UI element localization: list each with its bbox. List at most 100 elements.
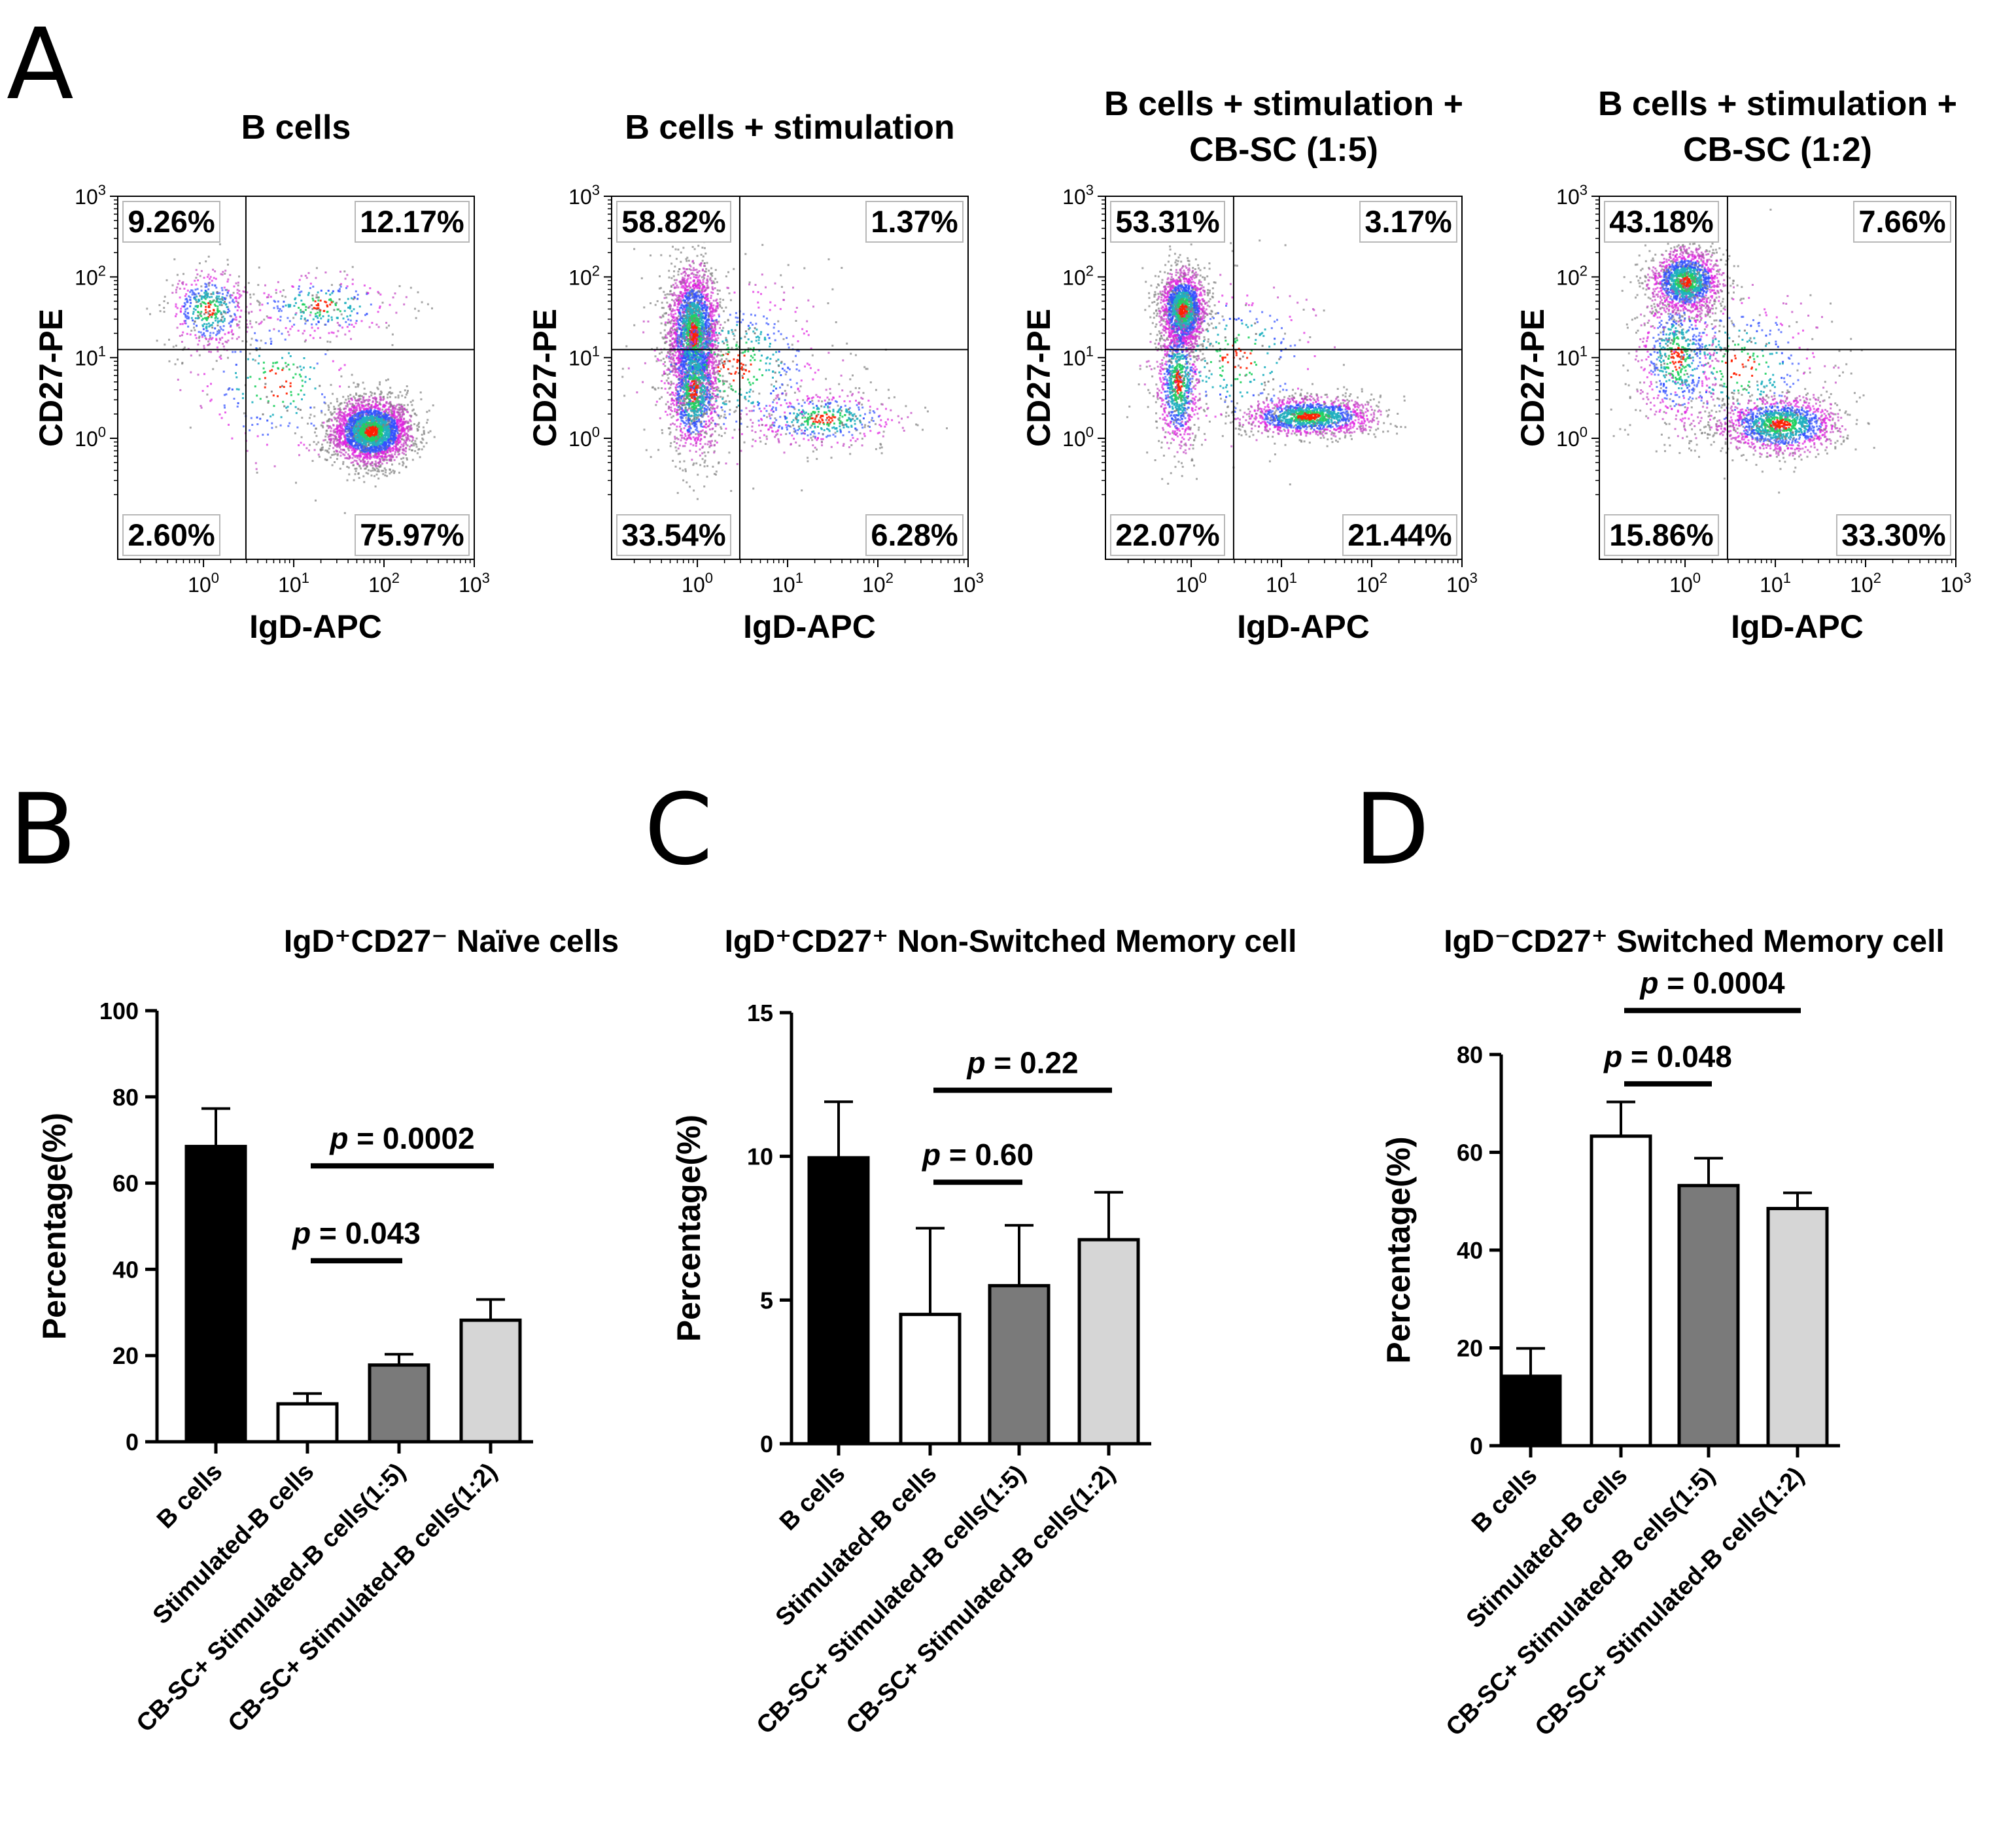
bar-chart-2: IgD⁺CD27⁺ Non-Switched Memory cell Percen…: [670, 924, 1296, 1739]
x-tick-label: 101: [772, 570, 803, 597]
x-tick-label: 100: [682, 570, 713, 597]
flow-plot-2: B cells + stimulation1001001011011021021…: [527, 109, 984, 645]
x-tick-label: 103: [459, 570, 490, 597]
bar-chart-panels: IgD⁺CD27⁻ Naïve cells Percentage(%) 0 20 40 6…: [36, 924, 1945, 1741]
quadrant-box: [1342, 514, 1457, 556]
x-axis-label: IgD-APC: [743, 608, 876, 645]
y-tick-label: 100: [75, 424, 106, 451]
chart-title: IgD⁺CD27⁺ Non-Switched Memory cell: [725, 924, 1297, 959]
axis-ticks: 100 100 101 101 102 102 103 103: [1556, 182, 1972, 597]
panel-letter-b: B: [9, 773, 77, 887]
quadrant-upper-left-pct: 58.82%: [621, 204, 725, 239]
x-tick-label: 103: [1446, 570, 1478, 597]
y-tick-label: 20: [113, 1342, 139, 1369]
plot-frame: [611, 196, 969, 560]
flow-title-line-2: CB-SC (1:5): [1189, 131, 1378, 169]
quadrant-lower-left-pct: 2.60%: [128, 517, 215, 552]
quadrant-box: [355, 514, 470, 556]
y-tick-label: 102: [1062, 262, 1094, 289]
y-tick-label: 101: [1556, 343, 1588, 370]
bar-3: [988, 1283, 1051, 1446]
quadrant-box: [355, 201, 470, 243]
y-tick-label: 5: [760, 1287, 773, 1314]
x-tick-label: 100: [188, 570, 219, 597]
x-tick-label: B cells: [1467, 1462, 1542, 1538]
x-tick-label: 100: [1175, 570, 1207, 597]
y-tick-label: 101: [1062, 343, 1094, 370]
quadrant-box: [1110, 514, 1225, 556]
y-tick-label: 60: [113, 1170, 139, 1197]
flow-plot-4: B cells + stimulation +CB-SC (1:2)100100…: [1514, 85, 1972, 645]
quadrant-box: [616, 514, 731, 556]
quadrant-box: [1853, 201, 1951, 243]
y-tick-label: 101: [75, 343, 106, 370]
p-value-label: p = 0.60: [921, 1138, 1034, 1172]
flow-events: [146, 243, 436, 514]
quadrant-lower-right-pct: 33.30%: [1841, 517, 1945, 552]
bar-chart-3: IgD⁻CD27⁺ Switched Memory cell Percentage…: [1380, 924, 1945, 1741]
quadrant-box: [1836, 514, 1951, 556]
flow-events: [1610, 209, 1875, 494]
y-tick-label: 10: [747, 1143, 773, 1170]
quadrant-box: [865, 514, 964, 556]
quadrant-box: [1110, 201, 1225, 243]
bar-2: [1590, 1134, 1652, 1448]
plot-frame: [1599, 196, 1956, 560]
y-axis-label: CD27-PE: [1020, 309, 1057, 447]
y-axis-label: Percentage(%): [1380, 1136, 1417, 1363]
quadrant-lower-right-pct: 6.28%: [871, 517, 958, 552]
panel-letter-d: D: [1354, 773, 1430, 887]
y-tick-label: 15: [747, 1000, 773, 1026]
x-tick-label: Stimulated-B cells: [1461, 1462, 1633, 1634]
quadrant-upper-left-pct: 53.31%: [1115, 204, 1219, 239]
bar-4: [1077, 1238, 1140, 1446]
y-tick-label: 103: [75, 182, 106, 209]
y-tick-label: 103: [1556, 182, 1588, 209]
quadrant-upper-right-pct: 7.66%: [1858, 204, 1945, 239]
y-tick-label: 100: [1556, 424, 1588, 451]
quadrant-lower-left-pct: 15.86%: [1609, 517, 1713, 552]
y-axis-label: CD27-PE: [527, 309, 563, 447]
y-tick-label: 0: [126, 1429, 139, 1456]
quadrant-box: [1604, 201, 1719, 243]
x-axis-label: IgD-APC: [1731, 608, 1864, 645]
quadrant-box: [1359, 201, 1457, 243]
y-tick-label: 102: [568, 262, 600, 289]
bar-4: [459, 1318, 522, 1444]
x-tick-label: 101: [1760, 570, 1791, 597]
flow-events: [1126, 239, 1406, 485]
bar-1: [807, 1156, 870, 1446]
x-axis-label: IgD-APC: [249, 608, 382, 645]
quadrant-box: [1604, 514, 1719, 556]
bar-2: [276, 1402, 339, 1444]
chart-title: IgD⁻CD27⁺ Switched Memory cell: [1444, 924, 1945, 959]
flow-plot-1: B cells 100 100 101 101 102 102 103 103 IgD-APC CD…: [33, 109, 490, 645]
y-tick-label: 100: [1062, 424, 1094, 451]
plot-frame: [1105, 196, 1463, 560]
x-tick-label: 100: [1669, 570, 1701, 597]
x-tick-label: Stimulated-B cells: [148, 1458, 320, 1630]
bar-3: [368, 1363, 430, 1444]
y-tick-label: 0: [1470, 1433, 1483, 1459]
x-tick-label: 102: [368, 570, 400, 597]
y-tick-label: 102: [75, 262, 106, 289]
flow-title: B cells + stimulation: [625, 109, 954, 147]
bar-4: [1766, 1206, 1829, 1448]
axis-ticks: 100 100 101 101 102 102 103 103: [75, 182, 490, 597]
y-tick-label: 40: [113, 1256, 139, 1283]
flow-title: B cells: [241, 109, 351, 147]
flow-title-line-2: CB-SC (1:2): [1683, 131, 1872, 169]
y-tick-label: 20: [1457, 1335, 1483, 1362]
panel-letters: A B C D: [7, 8, 1430, 887]
axis-ticks: 100 100 101 101 102 102 103 103: [568, 182, 984, 597]
bar-chart-1: IgD⁺CD27⁻ Naïve cells Percentage(%) 0 20 40 6…: [36, 924, 619, 1737]
flow-events: [621, 216, 948, 500]
quadrant-box: [865, 201, 964, 243]
y-tick-label: 80: [1457, 1041, 1483, 1068]
quadrant-upper-left-pct: 43.18%: [1609, 204, 1713, 239]
quadrant-lower-left-pct: 33.54%: [621, 517, 725, 552]
p-value-label: p = 0.0002: [328, 1121, 474, 1155]
flow-title-line-1: B cells + stimulation +: [1104, 85, 1463, 123]
y-axis-label: CD27-PE: [1514, 309, 1551, 447]
y-tick-label: 100: [568, 424, 600, 451]
